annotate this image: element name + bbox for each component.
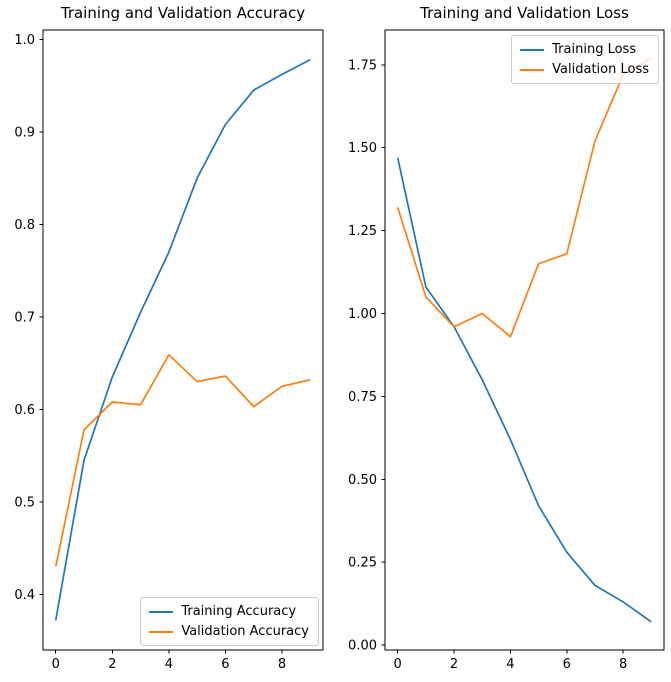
legend-label: Training Accuracy bbox=[181, 604, 297, 619]
validation-accuracy-line bbox=[54, 353, 311, 567]
legend: Training Accuracy Validation Accuracy bbox=[140, 597, 319, 646]
y-tick-label: 1.00 bbox=[348, 307, 377, 322]
accuracy-chart-title: Training and Validation Accuracy bbox=[60, 4, 306, 22]
y-tick-label: 1.75 bbox=[348, 58, 377, 73]
y-tick-label: 0.4 bbox=[14, 588, 35, 603]
x-tick-label: 8 bbox=[278, 657, 286, 672]
y-tick-label: 1.0 bbox=[14, 33, 35, 48]
y-tick-label: 1.25 bbox=[348, 224, 377, 239]
y-tick-label: 0.5 bbox=[14, 495, 35, 510]
legend-item: Validation Loss bbox=[520, 61, 649, 78]
legend-item: Training Accuracy bbox=[149, 603, 309, 620]
x-tick-label: 6 bbox=[221, 657, 229, 672]
x-tick-label: 0 bbox=[394, 657, 402, 672]
plot-area: 0.4 0.5 0.6 0.7 0.8 0.9 1.0 0 2 4 6 8 bbox=[14, 29, 324, 672]
y-tick-label: 0.7 bbox=[14, 310, 35, 325]
validation-loss-line bbox=[396, 57, 652, 338]
training-loss-legend-line-icon bbox=[520, 48, 545, 51]
x-tick-label: 6 bbox=[563, 657, 571, 672]
x-tick-label: 8 bbox=[619, 657, 627, 672]
validation-accuracy-legend-line-icon bbox=[149, 630, 174, 633]
x-tick-label: 0 bbox=[52, 657, 60, 672]
y-tick-label: 0.00 bbox=[348, 639, 377, 654]
legend-item: Training Loss bbox=[520, 41, 649, 58]
y-tick-label: 0.25 bbox=[348, 556, 377, 571]
loss-chart-title: Training and Validation Loss bbox=[420, 4, 629, 22]
axes-frame bbox=[384, 29, 665, 651]
legend-label: Validation Accuracy bbox=[181, 624, 309, 639]
training-accuracy-legend-line-icon bbox=[149, 610, 174, 613]
x-tick-label: 2 bbox=[450, 657, 458, 672]
legend: Training Loss Validation Loss bbox=[511, 35, 659, 84]
x-tick-label: 4 bbox=[165, 657, 173, 672]
axes-frame bbox=[42, 29, 324, 651]
training-accuracy-line bbox=[54, 58, 311, 621]
y-tick-label: 0.75 bbox=[348, 390, 377, 405]
plot-area: 0.00 0.25 0.50 0.75 1.00 1.25 1.50 1.75 0 2 4 6 8 bbox=[348, 29, 665, 672]
training-loss-line bbox=[396, 157, 652, 623]
y-tick-label: 1.50 bbox=[348, 141, 377, 156]
validation-loss-legend-line-icon bbox=[520, 68, 545, 71]
y-tick-label: 0.8 bbox=[14, 218, 35, 233]
legend-label: Training Loss bbox=[552, 42, 637, 57]
y-tick-label: 0.9 bbox=[14, 125, 35, 140]
x-tick-label: 2 bbox=[108, 657, 116, 672]
y-tick-label: 0.50 bbox=[348, 473, 377, 488]
x-tick-label: 4 bbox=[506, 657, 514, 672]
accuracy-chart: Training and Validation Accuracy 0.4 0.5 0… bbox=[14, 4, 324, 672]
loss-chart: Training and Validation Loss 0.00 0.25 0.5… bbox=[348, 4, 665, 672]
legend-label: Validation Loss bbox=[552, 62, 649, 77]
y-tick-label: 0.6 bbox=[14, 403, 35, 418]
legend-item: Validation Accuracy bbox=[149, 623, 309, 640]
